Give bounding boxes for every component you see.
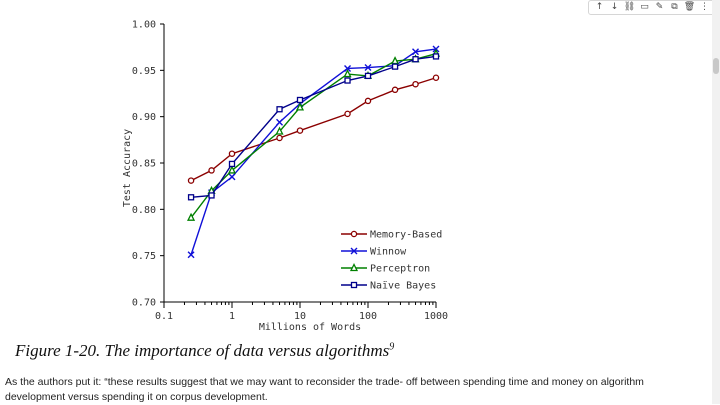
data-point-perceptron	[275, 126, 284, 135]
data-point-na-ve-bayes	[296, 96, 304, 104]
series-line-winnow	[190, 48, 437, 255]
accuracy-chart: 0.70 0.75 0.80 0.85 0.90 0.95 1.00 0.1 1 10 100 100…	[122, 20, 448, 334]
y-tick-label: 0.90	[132, 112, 156, 123]
delete-icon[interactable]: 🗑	[683, 2, 696, 12]
series-line-memory-based	[190, 77, 437, 182]
move-down-icon[interactable]: ↓	[610, 2, 619, 12]
y-tick-label: 0.85	[132, 159, 156, 170]
figure-caption-text: Figure 1-20. The importance of data vers…	[15, 341, 390, 360]
data-point-na-ve-bayes	[276, 106, 283, 113]
x-axis-label: Millions of Words	[259, 322, 361, 333]
series-line-na-ve-bayes	[190, 55, 437, 198]
scrollbar-thumb[interactable]	[713, 58, 719, 74]
y-tick-label: 1.00	[132, 20, 156, 31]
body-paragraph: As the authors put it: “these results su…	[5, 376, 644, 403]
data-point-na-ve-bayes	[412, 56, 419, 63]
data-point-winnow	[412, 48, 420, 56]
data-point-perceptron	[187, 212, 196, 221]
data-point-na-ve-bayes	[344, 77, 351, 84]
y-tick-label: 0.75	[132, 251, 156, 262]
y-tick-label: 0.80	[132, 205, 156, 216]
data-point-memory-based	[276, 134, 283, 142]
comment-icon[interactable]: ▭	[640, 2, 649, 12]
legend-label-winnow: Winnow	[370, 247, 407, 258]
data-point-memory-based	[412, 80, 419, 88]
data-point-winnow	[187, 251, 195, 259]
data-point-memory-based	[228, 150, 236, 157]
data-point-winnow	[364, 64, 372, 72]
data-point-memory-based	[364, 97, 372, 105]
data-point-perceptron	[295, 102, 305, 111]
x-tick-label: 1	[229, 311, 235, 322]
data-point-na-ve-bayes	[364, 72, 372, 80]
more-icon[interactable]: ⋮	[700, 2, 709, 12]
data-point-winnow	[344, 64, 352, 72]
data-point-memory-based	[208, 167, 215, 174]
legend-marker-na-ve-bayes	[350, 281, 358, 289]
legend-label-perceptron: Perceptron	[370, 264, 430, 275]
y-axis-label: Test Accuracy	[122, 129, 133, 207]
legend-marker-memory-based	[350, 230, 358, 238]
y-tick-label: 0.70	[132, 298, 156, 309]
data-point-na-ve-bayes	[432, 53, 440, 60]
x-tick-label: 1000	[424, 311, 448, 322]
data-point-memory-based	[344, 110, 351, 118]
data-point-winnow	[276, 118, 284, 126]
x-tick-label: 100	[359, 311, 377, 322]
legend-label-memory-based: Memory-Based	[370, 230, 442, 241]
footnote-marker[interactable]: 9	[389, 341, 395, 353]
copy-icon[interactable]: ⧉	[671, 2, 678, 12]
cell-toolbar: ↑ ↓ ⛓ ▭ ✎ ⧉ 🗑 ⋮	[588, 0, 716, 15]
link-icon[interactable]: ⛓	[623, 2, 636, 12]
legend-marker-winnow	[350, 247, 358, 255]
data-point-memory-based	[432, 74, 440, 81]
data-point-memory-based	[391, 86, 399, 94]
data-point-perceptron	[227, 165, 237, 174]
scrollbar[interactable]	[712, 0, 720, 404]
edit-icon[interactable]: ✎	[655, 2, 664, 12]
data-point-na-ve-bayes	[391, 63, 399, 70]
x-tick-label: 10	[294, 311, 306, 322]
move-up-icon[interactable]: ↑	[595, 2, 604, 12]
legend-marker-perceptron	[349, 263, 359, 272]
data-point-na-ve-bayes	[187, 194, 195, 201]
data-point-perceptron	[343, 69, 352, 78]
data-point-perceptron	[391, 56, 400, 65]
y-tick-label: 0.95	[132, 66, 156, 77]
data-point-winnow	[228, 173, 236, 181]
legend-label-na-ve-bayes: Naïve Bayes	[370, 281, 436, 292]
x-tick-label: 0.1	[155, 311, 173, 322]
data-point-memory-based	[296, 127, 304, 134]
data-point-memory-based	[187, 177, 195, 184]
data-point-na-ve-bayes	[208, 192, 215, 199]
figure-caption: Figure 1-20. The importance of data vers…	[15, 341, 394, 361]
series-line-perceptron	[190, 52, 437, 219]
data-point-na-ve-bayes	[228, 160, 236, 168]
